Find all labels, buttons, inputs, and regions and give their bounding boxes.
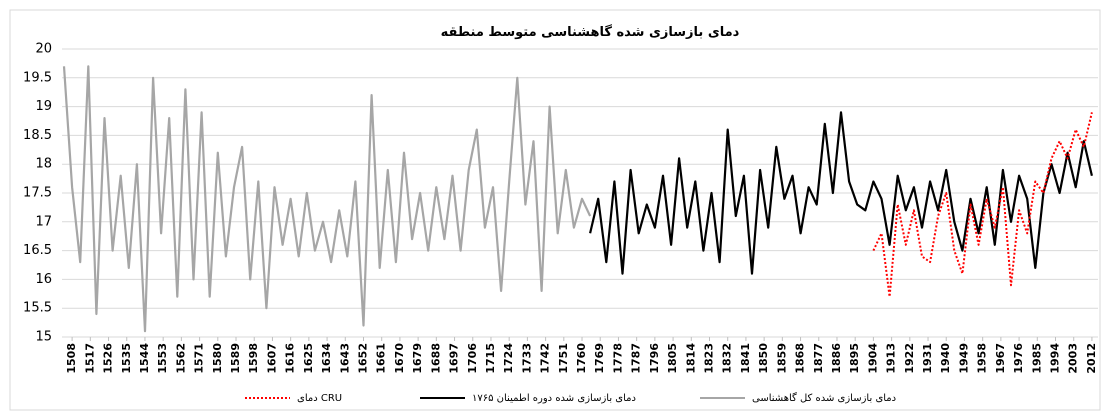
series-line [872,112,1093,298]
x-tick-label: 1895 [848,343,861,374]
legend-label: دمای بازسازی شده دوره اطمینان ۱۷۶۵ [472,393,636,404]
x-tick-label: 1922 [903,343,916,374]
x-tick-label: 1508 [65,343,78,374]
x-tick-label: 1589 [229,343,242,374]
x-tick-label: 1778 [611,343,624,374]
x-tick-label: 1661 [375,343,388,374]
legend-label: دمای بازسازی شده کل گاهشناسی [752,392,896,404]
x-tick-label: 1886 [830,343,843,374]
legend-label: دمای CRU [297,393,342,404]
y-tick-label: 17 [35,214,52,229]
x-tick-label: 1940 [939,343,952,374]
x-tick-label: 1679 [411,343,424,374]
x-tick-label: 1796 [648,343,661,374]
x-tick-label: 1562 [174,343,187,374]
x-tick-label: 1724 [502,343,515,374]
x-tick-label: 1607 [265,343,278,374]
x-tick-label: 1526 [102,343,115,374]
x-tick-label: 1859 [775,343,788,374]
y-tick-label: 16.5 [23,243,52,258]
x-tick-label: 1814 [684,343,697,374]
y-tick-label: 17.5 [23,186,52,201]
x-tick-label: 1913 [885,343,898,374]
x-tick-label: 1706 [466,343,479,374]
x-tick-label: 1742 [539,343,552,374]
y-tick-label: 15 [35,330,52,345]
x-tick-label: 1931 [921,343,934,374]
x-tick-label: 1769 [593,343,606,374]
x-tick-label: 1643 [338,343,351,374]
x-tick-label: 1697 [448,343,461,374]
x-tick-label: 1688 [429,343,442,374]
series-line [589,111,1093,275]
x-tick-label: 1958 [976,343,989,374]
x-tick-label: 1733 [520,343,533,374]
x-tick-label: 1832 [721,343,734,374]
x-tick-label: 1580 [211,343,224,374]
x-tick-label: 2003 [1067,343,1080,374]
x-tick-label: 2012 [1085,343,1098,374]
x-tick-label: 1967 [994,343,1007,374]
y-tick-label: 18 [35,157,52,172]
y-tick-label: 20 [35,42,52,57]
x-tick-label: 1625 [302,343,315,374]
y-tick-label: 19.5 [23,70,52,85]
series-line [62,65,592,333]
x-tick-label: 1544 [138,343,151,374]
x-tick-label: 1751 [557,343,570,374]
x-tick-label: 1949 [957,343,970,374]
y-tick-label: 16 [35,272,52,287]
x-tick-label: 1868 [794,343,807,374]
x-tick-label: 1760 [575,343,588,374]
x-tick-label: 1904 [866,343,879,374]
x-tick-label: 1670 [393,343,406,374]
x-tick-label: 1985 [1030,343,1043,374]
x-tick-label: 1841 [739,343,752,374]
x-tick-label: 1823 [703,343,716,374]
x-tick-label: 1634 [320,343,333,374]
x-tick-label: 1535 [120,343,133,374]
x-tick-label: 1652 [356,343,369,374]
x-tick-label: 1598 [247,343,260,374]
x-tick-label: 1805 [666,343,679,374]
x-tick-label: 1787 [630,343,643,374]
x-tick-label: 1976 [1012,343,1025,374]
y-tick-label: 19 [35,99,52,114]
x-tick-label: 1517 [83,343,96,374]
x-tick-label: 1877 [812,343,825,374]
x-tick-label: 1715 [484,343,497,374]
x-tick-label: 1553 [156,343,169,374]
x-tick-label: 1616 [284,343,297,374]
y-tick-label: 18.5 [23,128,52,143]
chart-title: دمای بازسازی شده گاهشناسی متوسط منطقه [441,24,740,40]
x-tick-label: 1850 [757,343,770,374]
y-tick-label: 15.5 [23,301,52,316]
x-tick-label: 1994 [1049,343,1062,374]
x-tick-label: 1571 [193,343,206,374]
